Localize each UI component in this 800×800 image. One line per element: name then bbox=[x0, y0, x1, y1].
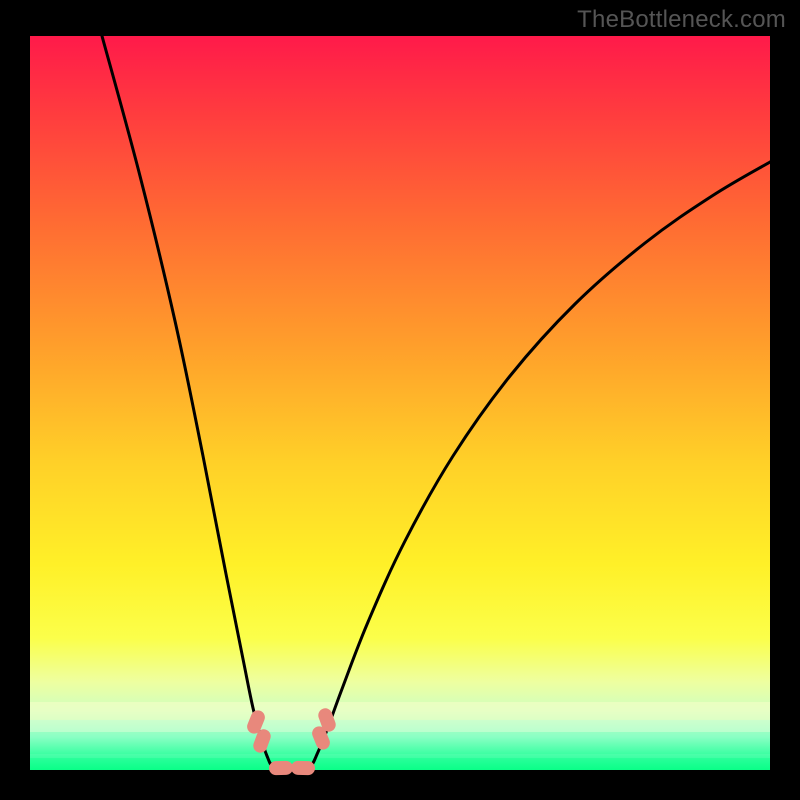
data-marker bbox=[291, 761, 315, 776]
watermark-text: TheBottleneck.com bbox=[577, 6, 786, 34]
bottleneck-curve bbox=[102, 36, 770, 770]
data-marker bbox=[269, 761, 293, 776]
curve-layer bbox=[30, 36, 770, 770]
chart-frame: TheBottleneck.com bbox=[0, 0, 800, 800]
